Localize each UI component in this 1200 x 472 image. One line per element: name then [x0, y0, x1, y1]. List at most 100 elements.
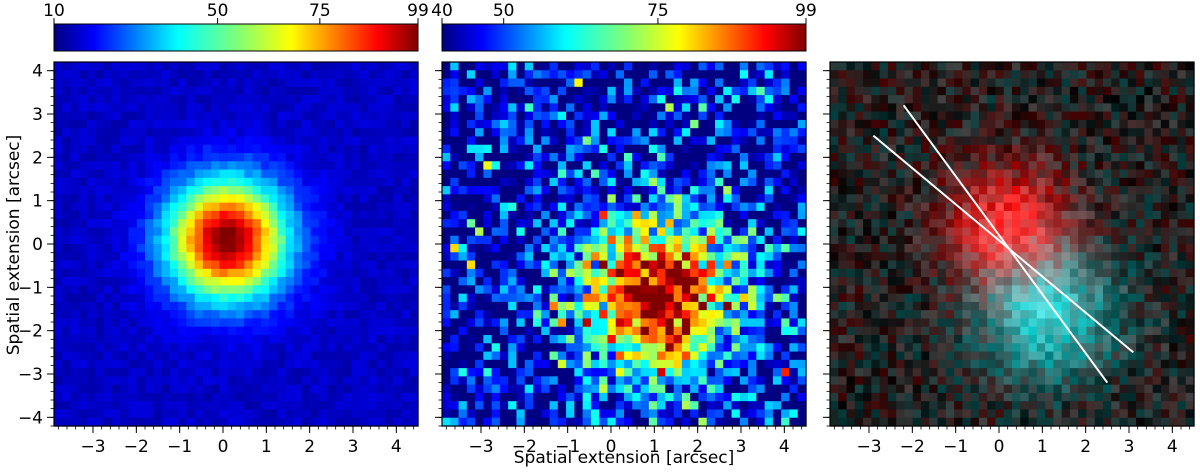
heatmap-cell	[1177, 202, 1187, 212]
heatmap-cell	[673, 177, 683, 187]
heatmap-cell	[772, 62, 782, 71]
heatmap-cell	[1144, 194, 1154, 204]
heatmap-cell	[1020, 194, 1030, 204]
heatmap-cell	[277, 343, 287, 353]
heatmap-cell	[327, 277, 336, 286]
heatmap-cell	[698, 359, 708, 369]
heatmap-cell	[715, 343, 724, 353]
heatmap-cell	[409, 103, 419, 113]
heatmap-cell	[401, 244, 411, 253]
heatmap-cell	[169, 401, 179, 411]
heatmap-cell	[673, 260, 683, 270]
heatmap-cell	[285, 335, 295, 344]
heatmap-cell	[524, 310, 534, 320]
heatmap-cell	[62, 285, 72, 295]
heatmap-cell	[128, 318, 138, 328]
heatmap-cell	[136, 359, 146, 369]
heatmap-cell	[524, 128, 534, 138]
heatmap-cell	[450, 417, 460, 427]
heatmap-cell	[549, 128, 559, 138]
heatmap-cell	[376, 417, 386, 427]
heatmap-cell	[401, 194, 411, 204]
colorbar-tick-label: 75	[647, 1, 669, 21]
heatmap-cell	[70, 285, 80, 295]
heatmap-cell	[756, 244, 766, 253]
heatmap-cell	[1053, 95, 1063, 104]
heatmap-cell	[524, 285, 534, 295]
heatmap-cell	[1045, 119, 1054, 129]
heatmap-cell	[491, 260, 501, 270]
heatmap-cell	[244, 244, 254, 253]
heatmap-cell	[252, 326, 262, 336]
heatmap-cell	[516, 128, 526, 138]
heatmap-cell	[533, 260, 542, 270]
heatmap-cell	[640, 417, 650, 427]
heatmap-cell	[566, 301, 575, 311]
heatmap-cell	[293, 161, 303, 171]
heatmap-cell	[557, 86, 567, 96]
heatmap-cell	[54, 70, 63, 80]
heatmap-cell	[615, 169, 625, 179]
heatmap-cell	[244, 409, 254, 419]
heatmap-cell	[327, 343, 336, 353]
heatmap-cell	[458, 144, 468, 154]
heatmap-cell	[194, 128, 204, 138]
heatmap-cell	[706, 244, 716, 253]
heatmap-cell	[62, 277, 72, 286]
heatmap-cell	[1003, 136, 1013, 146]
heatmap-cell	[285, 202, 295, 212]
heatmap-cell	[632, 376, 642, 386]
heatmap-cell	[756, 144, 766, 154]
heatmap-cell	[186, 86, 196, 96]
heatmap-cell	[343, 169, 353, 179]
heatmap-cell	[912, 128, 922, 138]
heatmap-cell	[376, 210, 386, 220]
heatmap-cell	[838, 128, 848, 138]
heatmap-cell	[1177, 186, 1187, 195]
heatmap-cell	[202, 277, 212, 286]
heatmap-cell	[310, 153, 320, 162]
heatmap-cell	[830, 202, 839, 212]
heatmap-cell	[458, 293, 468, 303]
heatmap-cell	[244, 227, 254, 237]
heatmap-cell	[202, 210, 212, 220]
heatmap-cell	[136, 136, 146, 146]
heatmap-cell	[458, 268, 468, 278]
heatmap-cell	[285, 95, 295, 104]
heatmap-cell	[54, 103, 63, 113]
heatmap-cell	[169, 95, 179, 104]
heatmap-cell	[260, 268, 270, 278]
heatmap-cell	[657, 128, 666, 138]
heatmap-cell	[599, 227, 609, 237]
heatmap-cell	[393, 392, 403, 402]
heatmap-cell	[499, 285, 509, 295]
heatmap-cell	[690, 351, 700, 361]
heatmap-cell	[335, 177, 345, 187]
heatmap-cell	[78, 169, 88, 179]
heatmap-cell	[343, 343, 353, 353]
heatmap-cell	[458, 260, 468, 270]
heatmap-cell	[648, 169, 658, 179]
heatmap-cell	[1111, 136, 1121, 146]
heatmap-cell	[557, 409, 567, 419]
heatmap-cell	[169, 359, 179, 369]
heatmap-cell	[87, 161, 96, 171]
heatmap-cell	[673, 409, 683, 419]
heatmap-cell	[393, 318, 403, 328]
heatmap-cell	[541, 401, 551, 411]
heatmap-cell	[70, 136, 80, 146]
heatmap-cell	[343, 417, 353, 427]
heatmap-cell	[244, 384, 254, 394]
heatmap-cell	[1045, 128, 1054, 138]
heatmap-cell	[285, 153, 295, 162]
heatmap-cell	[442, 219, 451, 229]
heatmap-cell	[1177, 128, 1187, 138]
heatmap-cell	[491, 70, 501, 80]
heatmap-cell	[161, 186, 171, 195]
heatmap-cell	[599, 318, 609, 328]
heatmap-cell	[723, 119, 733, 129]
heatmap-cell	[615, 318, 625, 328]
heatmap-cell	[450, 95, 460, 104]
heatmap-cell	[1103, 119, 1112, 129]
heatmap-cell	[508, 227, 518, 237]
